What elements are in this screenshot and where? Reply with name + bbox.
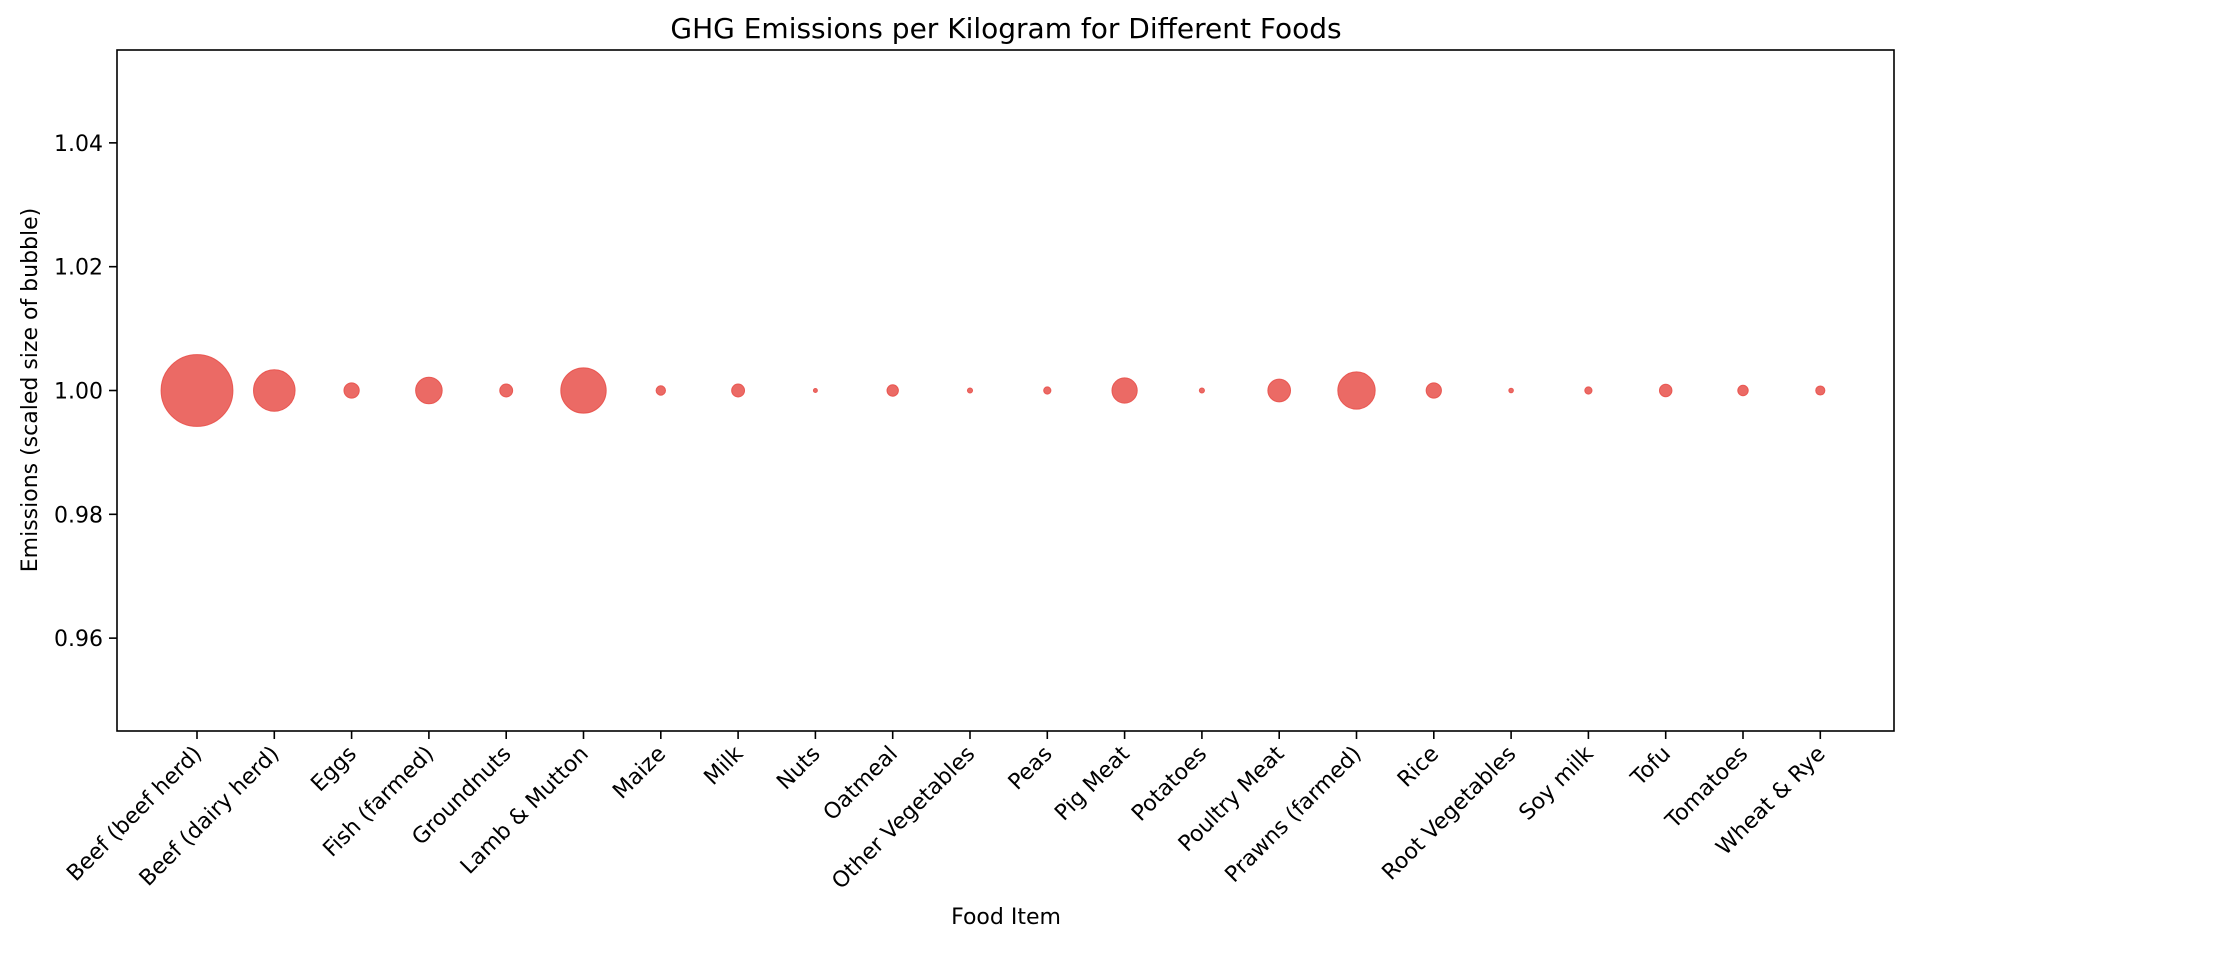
x-axis-label: Food Item (951, 905, 1061, 930)
y-tick-label: 1.02 (54, 256, 103, 281)
y-axis: 0.96 0.98 1.00 1.02 1.04 (54, 132, 117, 652)
bubble-point (1508, 387, 1514, 394)
bubble-point (1337, 371, 1376, 410)
y-axis-label: Emissions (scaled size of bubble) (18, 208, 43, 572)
y-tick-label: 1.04 (54, 132, 103, 157)
bubble-point (415, 376, 443, 405)
bubble-point (655, 385, 666, 396)
bubble-point (1267, 378, 1292, 403)
bubble-point (499, 383, 514, 398)
bubble-point (1111, 377, 1138, 404)
y-tick-label: 0.96 (54, 627, 103, 652)
bubble-point (1815, 385, 1826, 396)
bubble-point (1658, 383, 1673, 398)
bubble-point (1043, 386, 1052, 395)
bubble-point (1425, 382, 1442, 399)
bubble-point (343, 382, 360, 399)
bubble-point (886, 384, 899, 397)
bubble-point (812, 388, 818, 393)
bubble-point (1737, 384, 1749, 397)
bubble-point (1198, 387, 1205, 394)
bubble-point (966, 387, 974, 394)
y-tick-label: 1.00 (54, 380, 103, 405)
bubble-point (253, 369, 296, 412)
plot-area (160, 354, 1826, 427)
chart-title: GHG Emissions per Kilogram for Different… (670, 12, 1341, 45)
bubble-point (1584, 386, 1593, 395)
bubble-point (560, 367, 607, 414)
y-tick-label: 0.98 (54, 503, 103, 528)
bubble-point (160, 354, 234, 427)
bubble-point (731, 383, 746, 398)
